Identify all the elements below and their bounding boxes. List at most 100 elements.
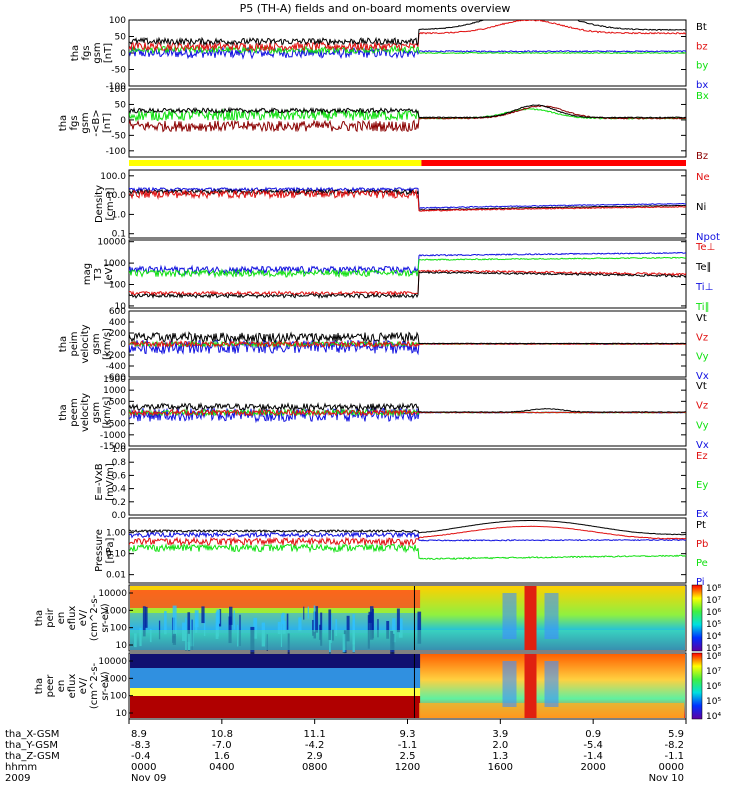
y-tick-label: 1000: [104, 606, 127, 616]
y-tick-label: 10: [116, 641, 128, 651]
y-tick-label: -100: [106, 147, 127, 157]
heatmap-streak: [312, 619, 314, 636]
trace-npot: [129, 186, 686, 210]
y-tick-label: 1000: [103, 386, 126, 396]
y-tick-label: -1500: [100, 442, 126, 452]
y-tick-label: 1.0: [112, 445, 127, 455]
y-tick-label: 1.00: [106, 529, 126, 539]
y-tick-label: 100: [109, 16, 126, 26]
x-column-value: -1.1: [664, 751, 684, 762]
x-column-value: 0000: [131, 762, 156, 773]
panel-ylabel: eV/: [78, 677, 89, 694]
panel-ylabel: gsm: [92, 42, 103, 63]
panel-efield: E=-VxB [mV/m] 0.0 0.2 0.4 0.6 0.8 1.0 Ez Ey Ex: [94, 445, 708, 521]
legend-fgs-entry: bx: [696, 80, 708, 91]
x-row-label: tha_Z-GSM: [5, 751, 60, 762]
trace-bx: [129, 108, 686, 123]
heatmap-streak: [145, 606, 148, 628]
x-column-value: 2.0: [492, 740, 508, 751]
x-column-value: 3.9: [492, 729, 508, 740]
x-column-value: -8.3: [131, 740, 151, 751]
legend-density-entry: Ni: [696, 202, 706, 213]
panel-ylabel: tha: [70, 45, 81, 61]
x-column-value: -5.4: [583, 740, 603, 751]
x-row-label: tha_Y-GSM: [5, 740, 58, 751]
y-tick-label: -400: [106, 362, 127, 372]
panel-ylabel: sr-eV): [100, 671, 111, 700]
panel-pressure: Pressure [nPa] 0.01 0.10 1.00 Pt Pb Pe Pi: [94, 517, 708, 588]
heatmap-column: [502, 593, 517, 639]
legend-fgs-entry: by: [696, 61, 708, 72]
x-column-value: 2.5: [400, 751, 416, 762]
panel-temperature: mag T3 [eV] 10 100 1000 10000 Te⊥ Te∥ Ti⊥ Ti∥: [82, 238, 715, 313]
trace-tepar: [129, 270, 686, 300]
mode-bar-segment: [129, 160, 422, 166]
x-column-value: Nov 09: [131, 773, 166, 784]
colorbar-tick-label: 10⁶: [706, 682, 721, 692]
panel-peim-velocity: tha peim velocity gsm [km/s] -600-400-2000200…: [58, 307, 709, 383]
trace-vt: [129, 401, 686, 413]
heatmap-streak: [195, 618, 198, 633]
y-tick-label: 0.2: [112, 498, 126, 508]
panel-fgs-dsl: tha fgs gsm -<B> [nT] -100 -50 0 50 100 Bx Bz: [58, 85, 709, 162]
legend-peim-velocity-entry: Vt: [696, 313, 707, 324]
heatmap-streak: [417, 611, 422, 644]
heatmap-streak: [164, 611, 167, 635]
colorbar-tick-label: 10⁸: [706, 584, 721, 594]
heatmap-streak: [158, 620, 161, 640]
colorbar-tick-label: 10⁵: [706, 620, 721, 630]
y-tick-label: 0.6: [112, 471, 127, 481]
panel-ylabel: peim: [69, 331, 80, 356]
heatmap-streak: [396, 608, 400, 633]
trace-pb: [129, 525, 686, 547]
legend-pressure-entry: Pb: [696, 539, 708, 550]
heatmap-streak: [201, 606, 205, 624]
y-tick-label: 50: [115, 100, 127, 110]
y-tick-label: -100: [106, 82, 127, 92]
legend-efield-entry: Ex: [696, 509, 708, 520]
x-column-value: -4.2: [305, 740, 325, 751]
heatmap-streak: [229, 606, 233, 625]
x-column-value: 1600: [488, 762, 513, 773]
legend-peem-velocity-entry: Vy: [696, 420, 709, 431]
y-tick-label: 0.10: [106, 550, 126, 560]
panel-ylabel: tha: [58, 404, 69, 420]
x-column-value: 0000: [659, 762, 684, 773]
heatmap-streak: [282, 621, 286, 634]
panel-traces: [129, 20, 686, 60]
mode-bar-segment: [421, 160, 686, 166]
panel-traces: [129, 186, 686, 212]
heatmap-band: [419, 703, 684, 718]
x-column-value: 2000: [580, 762, 605, 773]
colorbar-tick-label: 10⁴: [706, 712, 721, 722]
y-tick-label: 1000: [104, 674, 127, 684]
panel-density: Density [cm-3] 0.1 1.0 10.0 100.0 Ne Ni Npot: [94, 169, 720, 243]
x-column-value: 1.6: [214, 751, 230, 762]
y-tick-label: -50: [111, 131, 126, 141]
panel-ylabel: E=-VxB: [94, 463, 105, 500]
heatmap-streak: [313, 605, 316, 632]
y-tick-label: 0.4: [112, 485, 127, 495]
panel-traces: [129, 251, 686, 300]
y-tick-label: -600: [106, 373, 127, 383]
panel-ylabel: [nT]: [102, 113, 113, 133]
y-tick-label: 100: [110, 624, 127, 634]
heatmap-streak: [253, 617, 258, 639]
heatmap-streak: [328, 609, 332, 641]
legend-fgs-entry: Bt: [696, 22, 707, 33]
heatmap-streak: [219, 609, 222, 627]
panel-frame: [128, 88, 687, 158]
heatmap-streak: [315, 606, 319, 633]
heatmap-streak: [203, 613, 206, 637]
panel-ylabel: [km/s]: [102, 328, 113, 360]
legend-pressure-entry: Pe: [696, 558, 708, 569]
heatmap-streak: [286, 613, 289, 630]
y-tick-label: 1.0: [112, 210, 127, 220]
heatmap-streak: [398, 618, 403, 638]
panel-ylabel: [nT]: [103, 43, 114, 63]
y-tick-label: 0.01: [106, 571, 126, 581]
x-column-value: 2.9: [307, 751, 323, 762]
legend-density-entry: Ne: [696, 172, 710, 183]
